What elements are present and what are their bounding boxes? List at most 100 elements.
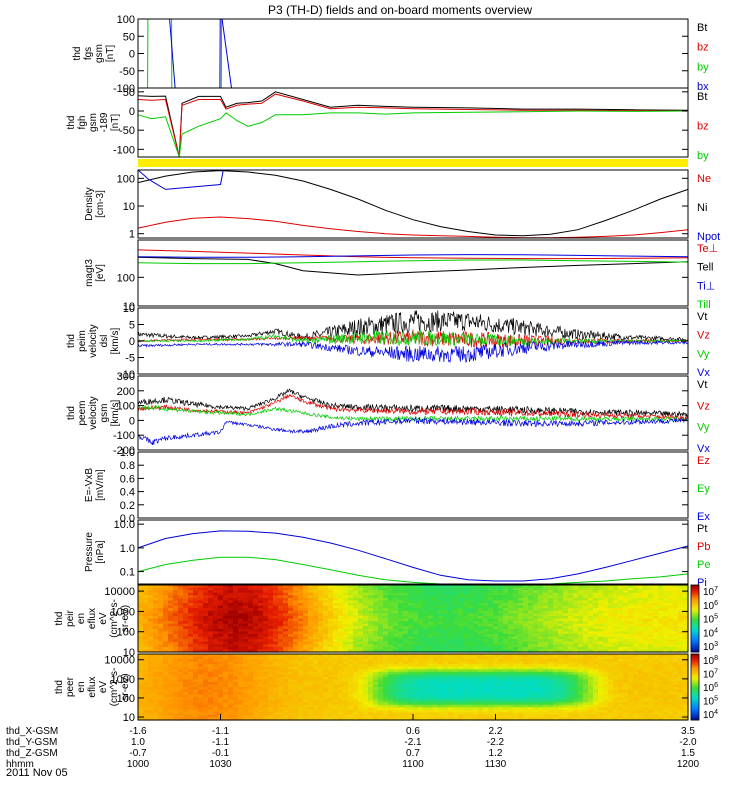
spec-cell — [478, 707, 484, 711]
spec-cell — [353, 641, 359, 645]
spec-cell — [478, 681, 484, 686]
spec-cell — [458, 717, 464, 721]
spec-cell — [398, 639, 404, 643]
spec-cell — [243, 717, 249, 721]
spec-cell — [313, 621, 319, 625]
spec-cell — [608, 600, 614, 604]
spec-cell — [513, 646, 519, 651]
spec-cell — [273, 659, 279, 663]
spec-cell — [223, 646, 229, 651]
spec-cell — [158, 694, 164, 698]
spec-cell — [333, 595, 339, 599]
spec-cell — [338, 674, 344, 678]
spec-cell — [443, 639, 449, 643]
spec-cell — [623, 590, 629, 594]
spec-cell — [463, 681, 469, 686]
spec-cell — [603, 626, 609, 630]
spec-cell — [393, 646, 399, 651]
spec-cell — [543, 639, 549, 643]
spec-cell — [563, 649, 569, 653]
spec-cell — [488, 666, 494, 670]
spec-cell — [288, 676, 294, 680]
spec-cell — [453, 644, 459, 648]
spec-cell — [243, 687, 249, 691]
spec-cell — [303, 694, 309, 698]
spec-cell — [343, 717, 349, 721]
spec-cell — [138, 707, 144, 711]
spec-cell — [553, 585, 559, 589]
spec-cell — [283, 613, 289, 617]
spec-cell — [373, 590, 379, 594]
spec-cell — [288, 656, 294, 660]
spec-cell — [328, 623, 334, 627]
spec-cell — [328, 676, 334, 680]
spec-cell — [413, 590, 419, 594]
spec-cell — [163, 689, 169, 693]
spec-cell — [163, 646, 169, 651]
spec-cell — [438, 597, 444, 602]
spec-cell — [528, 641, 534, 645]
spec-cell — [153, 681, 159, 686]
spec-cell — [403, 603, 409, 607]
spec-cell — [408, 709, 414, 713]
spec-cell — [268, 595, 274, 599]
spec-cell — [513, 644, 519, 648]
spec-cell — [208, 646, 214, 651]
spec-cell — [488, 681, 494, 686]
spec-cell — [678, 597, 684, 602]
spec-cell — [468, 585, 474, 589]
colorbar-step — [691, 607, 699, 611]
spec-cell — [298, 646, 304, 651]
spec-cell — [273, 628, 279, 632]
spec-cell — [298, 694, 304, 698]
spec-cell — [318, 654, 324, 658]
spec-cell — [408, 697, 414, 701]
spec-cell — [478, 704, 484, 708]
spec-cell — [368, 628, 374, 632]
spec-cell — [393, 659, 399, 663]
spec-cell — [258, 684, 264, 688]
spec-cell — [353, 585, 359, 589]
spec-cell — [258, 636, 264, 640]
spec-cell — [588, 613, 594, 617]
spec-cell — [413, 681, 419, 686]
spec-cell — [468, 709, 474, 713]
spec-cell — [298, 613, 304, 617]
spec-cell — [153, 699, 159, 703]
spec-cell — [433, 694, 439, 698]
spec-cell — [413, 615, 419, 620]
spec-cell — [358, 595, 364, 599]
spec-cell — [188, 679, 194, 683]
spec-cell — [193, 674, 199, 678]
spec-cell — [293, 595, 299, 599]
spec-cell — [358, 717, 364, 721]
spec-cell — [193, 692, 199, 696]
spec-cell — [163, 666, 169, 670]
spec-cell — [283, 694, 289, 698]
spec-cell — [258, 646, 264, 651]
spec-cell — [668, 592, 674, 596]
spec-cell — [428, 639, 434, 643]
spec-cell — [248, 661, 254, 665]
spec-cell — [498, 592, 504, 596]
spec-cell — [253, 636, 259, 640]
spec-cell — [193, 697, 199, 701]
spec-cell — [253, 608, 259, 612]
spec-cell — [363, 639, 369, 643]
spec-cell — [303, 636, 309, 640]
spec-cell — [373, 717, 379, 721]
spec-cell — [588, 631, 594, 635]
spec-cell — [258, 618, 264, 622]
spec-cell — [488, 679, 494, 683]
spec-cell — [228, 714, 234, 719]
spec-cell — [173, 626, 179, 630]
spec-cell — [238, 608, 244, 612]
spec-cell — [158, 712, 164, 716]
spec-cell — [573, 633, 579, 638]
spec-cell — [428, 654, 434, 658]
spec-cell — [293, 626, 299, 630]
spec-cell — [343, 631, 349, 635]
spec-cell — [428, 717, 434, 721]
spec-cell — [668, 633, 674, 638]
y-axis-label: magt3 — [84, 259, 95, 287]
